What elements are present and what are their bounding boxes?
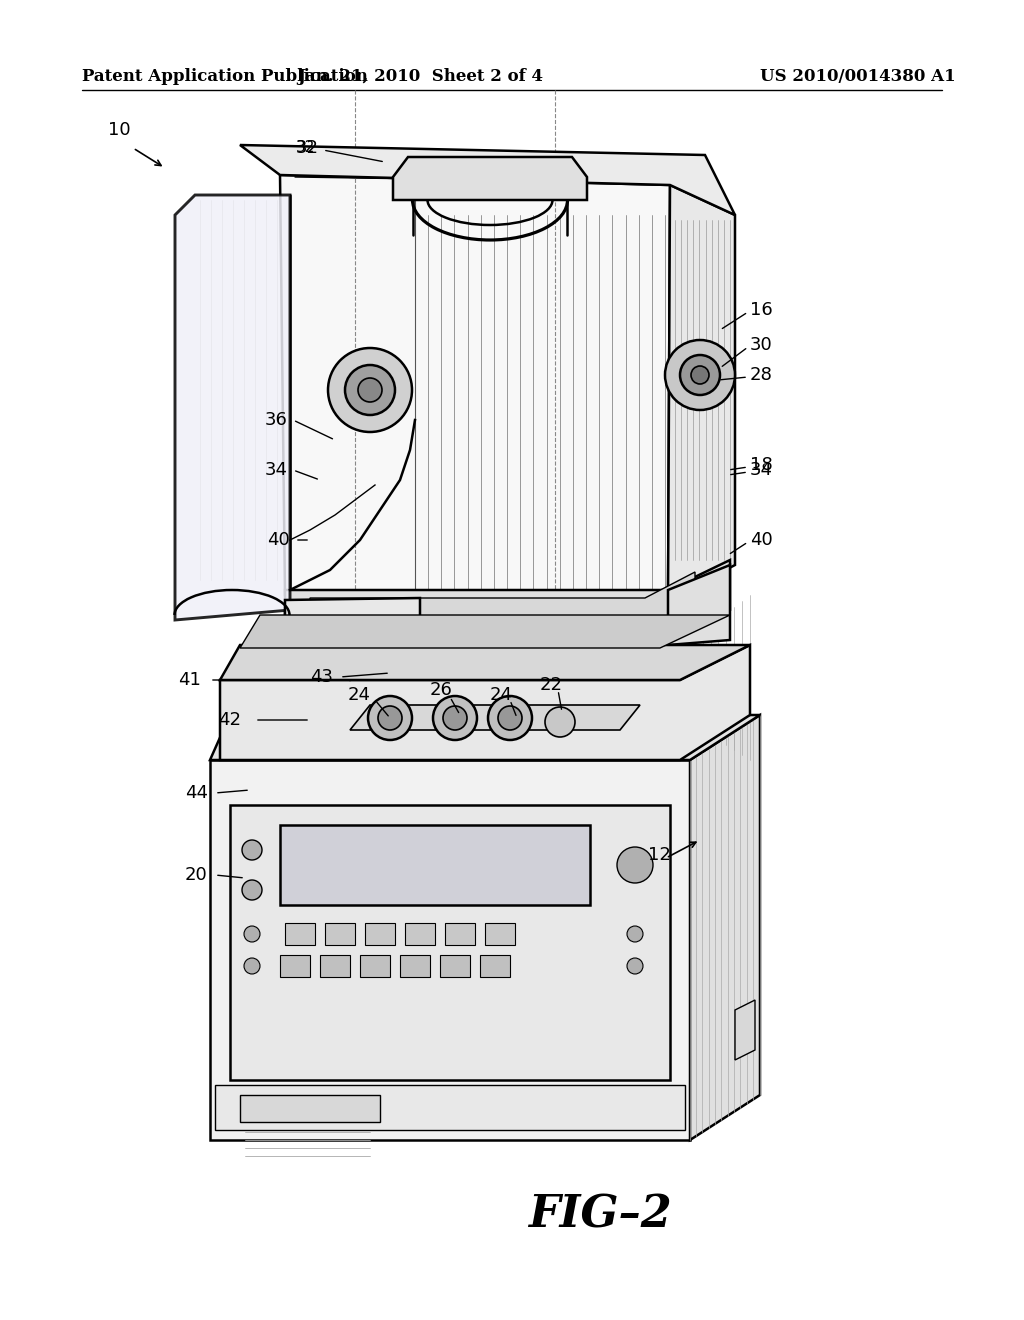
Polygon shape (175, 195, 290, 620)
Text: 22: 22 (540, 676, 563, 694)
Text: 16: 16 (750, 301, 773, 319)
Polygon shape (210, 760, 690, 1140)
Text: 30: 30 (750, 337, 773, 354)
Text: US 2010/0014380 A1: US 2010/0014380 A1 (760, 69, 955, 84)
Circle shape (345, 366, 395, 414)
Text: 32: 32 (296, 140, 315, 156)
Circle shape (242, 880, 262, 900)
Polygon shape (668, 565, 730, 645)
Polygon shape (735, 1001, 755, 1060)
Polygon shape (400, 954, 430, 977)
Polygon shape (480, 954, 510, 977)
Circle shape (244, 958, 260, 974)
Polygon shape (285, 598, 420, 680)
Circle shape (627, 927, 643, 942)
Text: Patent Application Publication: Patent Application Publication (82, 69, 368, 84)
Polygon shape (220, 645, 750, 680)
Polygon shape (240, 145, 735, 215)
Circle shape (498, 706, 522, 730)
Polygon shape (485, 923, 515, 945)
Circle shape (691, 366, 709, 384)
Polygon shape (230, 805, 670, 1080)
Circle shape (680, 355, 720, 395)
Circle shape (242, 840, 262, 861)
Circle shape (328, 348, 412, 432)
Polygon shape (360, 954, 390, 977)
Polygon shape (210, 715, 760, 760)
Circle shape (443, 706, 467, 730)
Text: 42: 42 (218, 711, 241, 729)
Polygon shape (215, 1085, 685, 1130)
Text: 40: 40 (267, 531, 290, 549)
Circle shape (368, 696, 412, 741)
Polygon shape (310, 572, 695, 632)
Polygon shape (285, 560, 730, 640)
Polygon shape (393, 157, 587, 201)
Text: 43: 43 (310, 668, 333, 686)
Polygon shape (280, 825, 590, 906)
Text: 20: 20 (185, 866, 208, 884)
Polygon shape (220, 645, 750, 760)
Text: 12: 12 (648, 846, 671, 865)
Text: 40: 40 (750, 531, 773, 549)
Polygon shape (325, 923, 355, 945)
Polygon shape (440, 954, 470, 977)
Circle shape (627, 958, 643, 974)
Text: 10: 10 (108, 121, 131, 139)
Circle shape (545, 708, 575, 737)
Polygon shape (668, 185, 735, 601)
Text: 34: 34 (750, 461, 773, 479)
Polygon shape (240, 1096, 380, 1122)
Text: 18: 18 (750, 455, 773, 474)
Circle shape (358, 378, 382, 403)
Polygon shape (350, 705, 640, 730)
Text: 28: 28 (750, 366, 773, 384)
Polygon shape (445, 923, 475, 945)
Text: 41: 41 (178, 671, 201, 689)
Circle shape (433, 696, 477, 741)
Polygon shape (406, 923, 435, 945)
Circle shape (244, 927, 260, 942)
Circle shape (378, 706, 402, 730)
Polygon shape (690, 715, 760, 1140)
Polygon shape (280, 176, 670, 601)
Polygon shape (365, 923, 395, 945)
Polygon shape (319, 954, 350, 977)
Text: 34: 34 (265, 461, 288, 479)
Text: 36: 36 (265, 411, 288, 429)
Circle shape (617, 847, 653, 883)
Text: 24: 24 (490, 686, 513, 704)
Text: 24: 24 (348, 686, 371, 704)
Text: FIG–2: FIG–2 (528, 1193, 672, 1237)
Polygon shape (285, 923, 315, 945)
Polygon shape (240, 615, 730, 648)
Polygon shape (280, 954, 310, 977)
Circle shape (488, 696, 532, 741)
Text: Jan. 21, 2010  Sheet 2 of 4: Jan. 21, 2010 Sheet 2 of 4 (297, 69, 543, 84)
Circle shape (665, 341, 735, 411)
Text: 26: 26 (430, 681, 453, 700)
Text: 32: 32 (296, 139, 319, 157)
Text: 44: 44 (185, 784, 208, 803)
